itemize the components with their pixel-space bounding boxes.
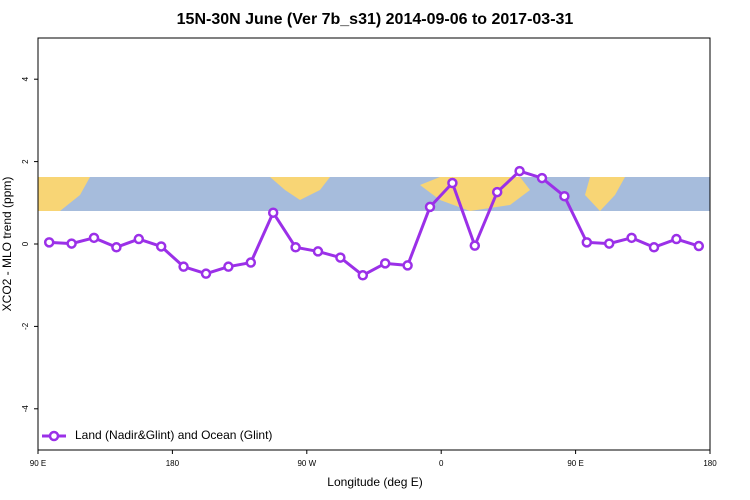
point <box>379 258 391 269</box>
y-tick-label: -4 <box>21 405 30 413</box>
point <box>290 242 301 253</box>
point <box>178 261 189 272</box>
point <box>267 207 279 218</box>
point <box>245 257 257 268</box>
point <box>559 190 570 202</box>
point <box>312 246 324 257</box>
y-tick-label: 4 <box>21 76 30 81</box>
y-tick-label: 2 <box>21 159 30 164</box>
point <box>536 172 548 184</box>
point <box>111 242 122 253</box>
legend-label: Land (Nadir&Glint) and Ocean (Glint) <box>75 428 272 442</box>
point <box>43 237 55 248</box>
x-axis-label: Longitude (deg E) <box>327 475 422 489</box>
y-tick-label: -2 <box>21 322 30 330</box>
x-tick-label: 0 <box>439 459 444 468</box>
y-tick-label: 0 <box>21 241 30 246</box>
x-tick-label: 90 W <box>297 459 316 468</box>
point <box>648 242 660 253</box>
point <box>603 238 615 249</box>
point <box>155 241 167 252</box>
point <box>66 238 77 249</box>
map-band <box>38 177 710 211</box>
point <box>133 233 145 245</box>
x-tick-label: 90 E <box>567 459 583 468</box>
x-tick-label: 180 <box>166 459 180 468</box>
point <box>469 240 481 251</box>
point <box>581 237 593 248</box>
chart-title: 15N-30N June (Ver 7b_s31) 2014-09-06 to … <box>177 11 574 28</box>
point <box>200 268 212 279</box>
point <box>671 233 682 245</box>
x-tick-label: 180 <box>703 459 717 468</box>
point <box>402 260 413 271</box>
legend-marker <box>48 430 60 442</box>
point <box>514 165 525 177</box>
point <box>491 186 503 198</box>
point <box>693 240 705 252</box>
point <box>335 252 346 263</box>
y-axis-label: XCO2 - MLO trend (ppm) <box>0 177 14 312</box>
point <box>447 177 458 189</box>
point <box>88 232 100 244</box>
point <box>357 270 369 281</box>
x-tick-label: 90 E <box>30 459 46 468</box>
point <box>223 261 234 272</box>
point <box>626 232 637 244</box>
point <box>424 201 436 213</box>
